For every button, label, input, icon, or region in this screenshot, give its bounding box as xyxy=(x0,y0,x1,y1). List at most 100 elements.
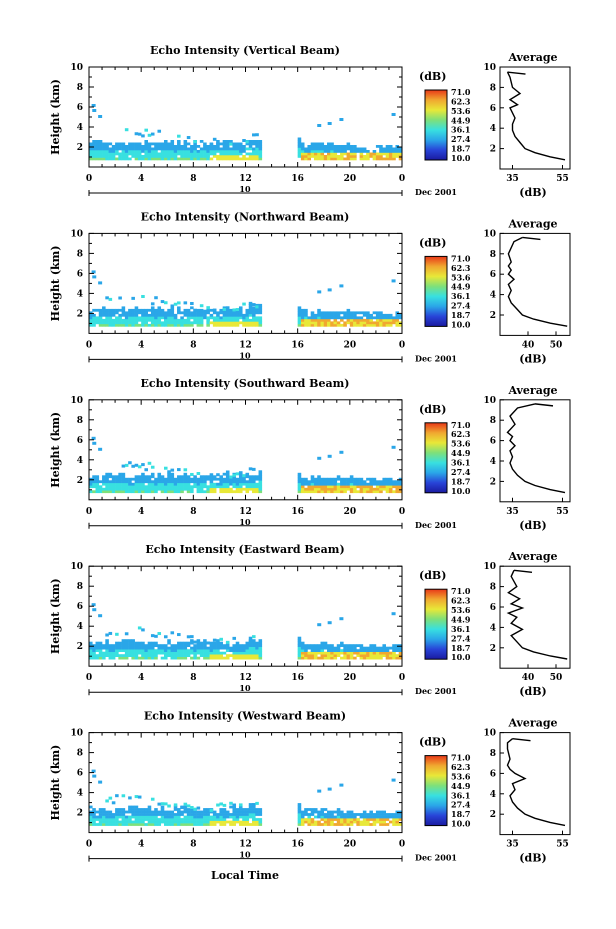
heatmap-cell xyxy=(346,820,351,824)
heatmap-cell xyxy=(255,801,259,805)
heatmap-cell xyxy=(115,480,119,484)
heatmap-cell xyxy=(258,321,263,325)
heatmap-cell xyxy=(235,318,240,322)
heatmap-cell xyxy=(307,818,312,821)
heatmap-cell xyxy=(359,311,364,315)
heatmap-cell xyxy=(128,796,132,800)
heatmap-cell xyxy=(193,485,197,489)
heatmap-cell xyxy=(163,649,168,652)
heatmap-cell xyxy=(105,487,109,491)
heatmap-cell xyxy=(340,490,344,494)
heatmap-cell xyxy=(167,480,171,484)
heatmap-cell xyxy=(160,802,165,806)
heatmap-cell xyxy=(369,649,373,652)
colorbar xyxy=(424,588,448,660)
heatmap-cell xyxy=(245,485,250,489)
heatmap-cell xyxy=(118,815,122,819)
heatmap-cell xyxy=(89,145,93,148)
heatmap-cell xyxy=(242,644,246,647)
heatmap-cell xyxy=(375,646,380,650)
profile-title: Average xyxy=(507,550,557,563)
heatmap-cell xyxy=(118,145,122,148)
heatmap-cell xyxy=(356,316,360,320)
heatmap-cell xyxy=(219,318,223,322)
heatmap-cell xyxy=(212,318,217,322)
heatmap-cell xyxy=(238,808,243,811)
heatmap-cell xyxy=(147,155,152,158)
heatmap-cell xyxy=(232,323,237,327)
heatmap-cell xyxy=(398,482,403,486)
heatmap-cell xyxy=(98,281,103,285)
heatmap-cell xyxy=(323,820,328,824)
heatmap-cell xyxy=(323,641,328,645)
heatmap-cell xyxy=(128,316,132,320)
heatmap-cell xyxy=(118,296,122,300)
heatmap-cell xyxy=(353,313,357,317)
heatmap-cell xyxy=(173,808,178,811)
heatmap-cell xyxy=(346,644,351,647)
heatmap-cell xyxy=(157,155,162,158)
heatmap-cell xyxy=(209,482,214,486)
heatmap-cell xyxy=(333,145,338,148)
heatmap-cell xyxy=(252,321,256,325)
heatmap-cell xyxy=(177,482,181,486)
heatmap-cell xyxy=(235,644,240,647)
heatmap-cell xyxy=(118,808,122,811)
heatmap-cell xyxy=(167,813,171,816)
heatmap-cell xyxy=(180,157,184,161)
colorbar xyxy=(424,755,448,827)
x-tick-label: 20 xyxy=(344,840,357,850)
heatmap-cell xyxy=(141,656,145,660)
heatmap-cell xyxy=(131,487,135,491)
heatmap-cell xyxy=(95,482,100,486)
heatmap-cell xyxy=(128,157,132,161)
heatmap-cell xyxy=(134,644,139,647)
heatmap-cell xyxy=(89,813,93,816)
heatmap-cell xyxy=(252,311,256,315)
heatmap-cell xyxy=(333,490,338,494)
heatmap-cell xyxy=(154,644,158,647)
heatmap-cell xyxy=(118,810,122,814)
heatmap-cell xyxy=(248,467,253,471)
heatmap-cell xyxy=(356,321,360,325)
heatmap-cell xyxy=(382,818,386,821)
heatmap-cell xyxy=(346,316,351,320)
heatmap-cell xyxy=(193,649,197,652)
heatmap-cell xyxy=(196,477,201,481)
heatmap-cell xyxy=(229,321,233,325)
heatmap-cell xyxy=(343,150,347,153)
heatmap-cell xyxy=(307,321,312,325)
heatmap-cell xyxy=(108,651,113,655)
heatmap-cell xyxy=(356,323,360,327)
heatmap-cell xyxy=(92,441,97,445)
colorbar-tick-label: 36.1 xyxy=(451,624,470,634)
heatmap-cell xyxy=(258,155,263,158)
heatmap-cell xyxy=(349,313,354,317)
profile-y-tick-label: 4 xyxy=(490,124,496,134)
heatmap-cell xyxy=(147,145,152,148)
heatmap-cell xyxy=(229,142,233,146)
heatmap-cell xyxy=(98,318,103,322)
heatmap-cell xyxy=(180,649,184,652)
heatmap-cell xyxy=(89,649,93,652)
heatmap-cell xyxy=(252,308,256,312)
heatmap-cell xyxy=(219,646,223,650)
heatmap-cell xyxy=(248,157,253,161)
heatmap-cell xyxy=(212,638,217,642)
heatmap-cell xyxy=(219,487,223,491)
heatmap-cell xyxy=(238,308,243,312)
heatmap-cell xyxy=(193,815,197,819)
heatmap-cell xyxy=(128,644,132,647)
heatmap-cell xyxy=(98,447,103,451)
heatmap-cell xyxy=(186,142,191,146)
heatmap-cell xyxy=(105,480,109,484)
y-axis-label: Height (km) xyxy=(49,412,62,488)
heatmap-cell xyxy=(336,482,341,486)
heatmap-cell xyxy=(98,780,103,784)
heatmap-cell xyxy=(186,815,191,819)
heatmap-cell xyxy=(379,480,383,484)
heatmap-cell xyxy=(163,323,168,327)
heatmap-cell xyxy=(362,490,367,494)
heatmap-cell xyxy=(366,152,370,156)
heatmap-cell xyxy=(232,490,237,494)
